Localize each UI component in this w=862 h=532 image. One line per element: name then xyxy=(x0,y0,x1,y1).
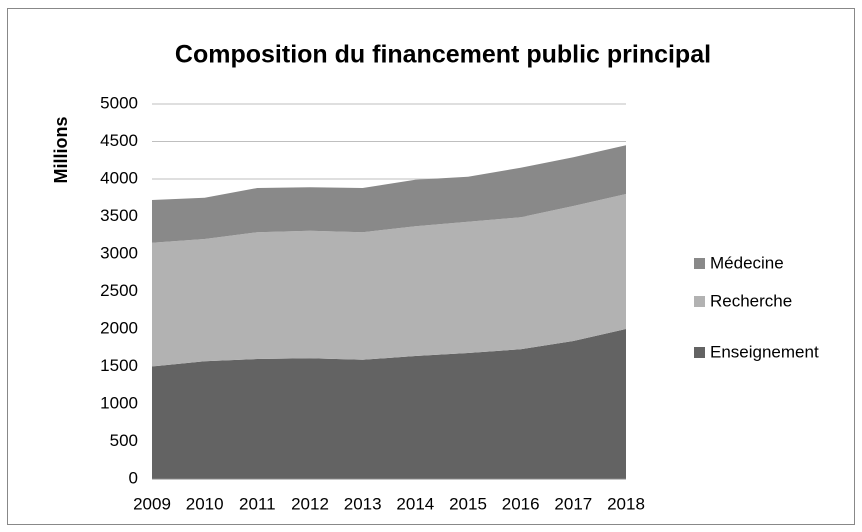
legend-label: Enseignement xyxy=(710,342,819,361)
x-tick-label: 2017 xyxy=(554,494,592,513)
x-tick-label: 2015 xyxy=(449,494,487,513)
y-tick-label: 1500 xyxy=(100,356,138,375)
y-tick-label: 2000 xyxy=(100,318,138,337)
area xyxy=(152,194,626,367)
x-tick-label: 2018 xyxy=(607,494,645,513)
legend-swatch xyxy=(694,347,705,358)
legend-swatch xyxy=(694,258,705,269)
y-axis-label: Millions xyxy=(51,117,71,184)
x-tick-label: 2012 xyxy=(291,494,329,513)
y-tick-label: 4000 xyxy=(100,168,138,187)
y-tick-label: 3500 xyxy=(100,206,138,225)
area xyxy=(152,329,626,479)
legend-swatch xyxy=(694,296,705,307)
y-tick-label: 2500 xyxy=(100,281,138,300)
x-tick-label: 2011 xyxy=(239,494,276,513)
y-tick-label: 4500 xyxy=(100,131,138,150)
x-tick-label: 2014 xyxy=(396,494,434,513)
y-tick-label: 1000 xyxy=(100,393,138,412)
y-tick-label: 500 xyxy=(110,431,138,450)
x-tick-label: 2016 xyxy=(502,494,540,513)
y-tick-label: 5000 xyxy=(100,93,138,112)
y-tick-label: 3000 xyxy=(100,243,138,262)
x-tick-label: 2010 xyxy=(186,494,224,513)
legend-label: Médecine xyxy=(710,253,784,272)
x-tick-label: 2009 xyxy=(133,494,171,513)
x-tick-label: 2013 xyxy=(344,494,382,513)
area xyxy=(152,145,626,243)
y-tick-label: 0 xyxy=(129,468,138,487)
chart-title: Composition du financement public princi… xyxy=(175,41,711,69)
legend-label: Recherche xyxy=(710,291,792,310)
